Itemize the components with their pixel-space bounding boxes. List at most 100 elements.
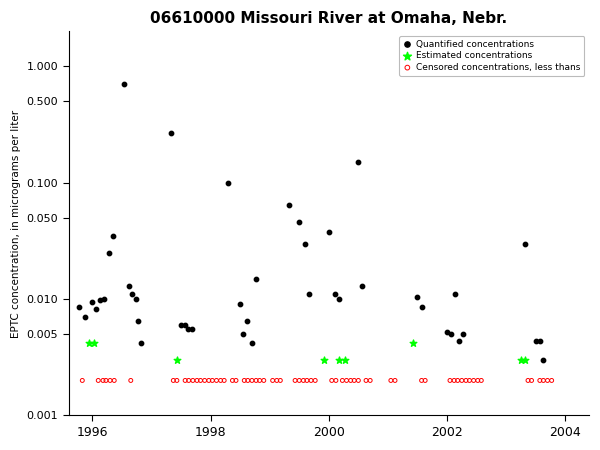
Censored concentrations, less thans (445, 377, 455, 384)
Censored concentrations, less thans (365, 377, 375, 384)
Censored concentrations, less thans (275, 377, 285, 384)
Quantified concentrations (353, 159, 363, 166)
Quantified concentrations (124, 282, 134, 289)
Quantified concentrations (119, 81, 128, 88)
Censored concentrations, less thans (259, 377, 269, 384)
Quantified concentrations (417, 304, 427, 311)
Quantified concentrations (442, 328, 452, 336)
Censored concentrations, less thans (349, 377, 359, 384)
Censored concentrations, less thans (184, 377, 194, 384)
Censored concentrations, less thans (461, 377, 471, 384)
Censored concentrations, less thans (181, 377, 190, 384)
Censored concentrations, less thans (306, 377, 316, 384)
Censored concentrations, less thans (338, 377, 347, 384)
Censored concentrations, less thans (247, 377, 257, 384)
Censored concentrations, less thans (196, 377, 205, 384)
Censored concentrations, less thans (220, 377, 229, 384)
Quantified concentrations (539, 356, 548, 364)
Censored concentrations, less thans (457, 377, 467, 384)
Quantified concentrations (334, 296, 344, 303)
Censored concentrations, less thans (449, 377, 459, 384)
Estimated concentrations (172, 356, 182, 364)
Quantified concentrations (358, 282, 367, 289)
Quantified concentrations (74, 304, 84, 311)
Title: 06610000 Missouri River at Omaha, Nebr.: 06610000 Missouri River at Omaha, Nebr. (150, 11, 508, 26)
Censored concentrations, less thans (268, 377, 277, 384)
Estimated concentrations (516, 356, 526, 364)
Censored concentrations, less thans (243, 377, 253, 384)
Censored concentrations, less thans (453, 377, 463, 384)
Quantified concentrations (180, 321, 190, 328)
Censored concentrations, less thans (299, 377, 308, 384)
Quantified concentrations (176, 321, 186, 328)
Censored concentrations, less thans (390, 377, 400, 384)
Censored concentrations, less thans (346, 377, 355, 384)
Quantified concentrations (413, 293, 422, 300)
Censored concentrations, less thans (310, 377, 320, 384)
Censored concentrations, less thans (331, 377, 341, 384)
Quantified concentrations (131, 296, 140, 303)
Estimated concentrations (334, 356, 344, 364)
Censored concentrations, less thans (535, 377, 545, 384)
Quantified concentrations (446, 331, 456, 338)
Quantified concentrations (95, 297, 105, 304)
Y-axis label: EPTC concentration, in micrograms per liter: EPTC concentration, in micrograms per li… (11, 109, 21, 338)
Censored concentrations, less thans (342, 377, 352, 384)
Censored concentrations, less thans (353, 377, 363, 384)
Censored concentrations, less thans (216, 377, 226, 384)
Quantified concentrations (92, 306, 101, 313)
Censored concentrations, less thans (272, 377, 281, 384)
Legend: Quantified concentrations, Estimated concentrations, Censored concentrations, le: Quantified concentrations, Estimated con… (399, 36, 584, 76)
Quantified concentrations (295, 218, 304, 225)
Quantified concentrations (88, 298, 97, 306)
Quantified concentrations (224, 179, 233, 186)
Censored concentrations, less thans (386, 377, 395, 384)
Quantified concentrations (100, 296, 109, 303)
Censored concentrations, less thans (126, 377, 136, 384)
Censored concentrations, less thans (527, 377, 536, 384)
Censored concentrations, less thans (290, 377, 300, 384)
Censored concentrations, less thans (464, 377, 474, 384)
Censored concentrations, less thans (192, 377, 202, 384)
Quantified concentrations (235, 301, 245, 308)
Quantified concentrations (324, 228, 334, 235)
Censored concentrations, less thans (208, 377, 217, 384)
Quantified concentrations (134, 317, 143, 324)
Censored concentrations, less thans (295, 377, 304, 384)
Quantified concentrations (535, 337, 545, 344)
Censored concentrations, less thans (476, 377, 486, 384)
Censored concentrations, less thans (539, 377, 548, 384)
Censored concentrations, less thans (101, 377, 111, 384)
Quantified concentrations (450, 291, 460, 298)
Censored concentrations, less thans (327, 377, 337, 384)
Censored concentrations, less thans (172, 377, 182, 384)
Censored concentrations, less thans (302, 377, 312, 384)
Quantified concentrations (454, 337, 464, 344)
Quantified concentrations (520, 240, 530, 247)
Quantified concentrations (458, 331, 468, 338)
Censored concentrations, less thans (109, 377, 119, 384)
Censored concentrations, less thans (77, 377, 87, 384)
Quantified concentrations (304, 291, 314, 298)
Quantified concentrations (301, 240, 310, 247)
Estimated concentrations (89, 339, 98, 346)
Estimated concentrations (409, 339, 418, 346)
Quantified concentrations (284, 201, 293, 208)
Censored concentrations, less thans (200, 377, 209, 384)
Quantified concentrations (127, 291, 137, 298)
Censored concentrations, less thans (251, 377, 261, 384)
Censored concentrations, less thans (169, 377, 178, 384)
Censored concentrations, less thans (543, 377, 553, 384)
Censored concentrations, less thans (361, 377, 371, 384)
Censored concentrations, less thans (421, 377, 430, 384)
Censored concentrations, less thans (469, 377, 478, 384)
Quantified concentrations (108, 232, 118, 239)
Quantified concentrations (184, 326, 193, 333)
Quantified concentrations (247, 339, 257, 346)
Censored concentrations, less thans (94, 377, 103, 384)
Estimated concentrations (520, 356, 530, 364)
Censored concentrations, less thans (417, 377, 427, 384)
Quantified concentrations (80, 314, 90, 321)
Censored concentrations, less thans (473, 377, 482, 384)
Quantified concentrations (137, 339, 146, 346)
